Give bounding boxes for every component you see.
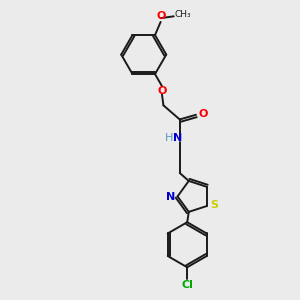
- Text: O: O: [158, 86, 167, 96]
- Text: S: S: [210, 200, 218, 210]
- Text: N: N: [172, 133, 182, 142]
- Text: O: O: [198, 109, 208, 119]
- Text: Cl: Cl: [181, 280, 193, 290]
- Text: O: O: [156, 11, 166, 21]
- Text: CH₃: CH₃: [175, 10, 191, 19]
- Text: N: N: [166, 192, 175, 202]
- Text: H: H: [165, 133, 173, 142]
